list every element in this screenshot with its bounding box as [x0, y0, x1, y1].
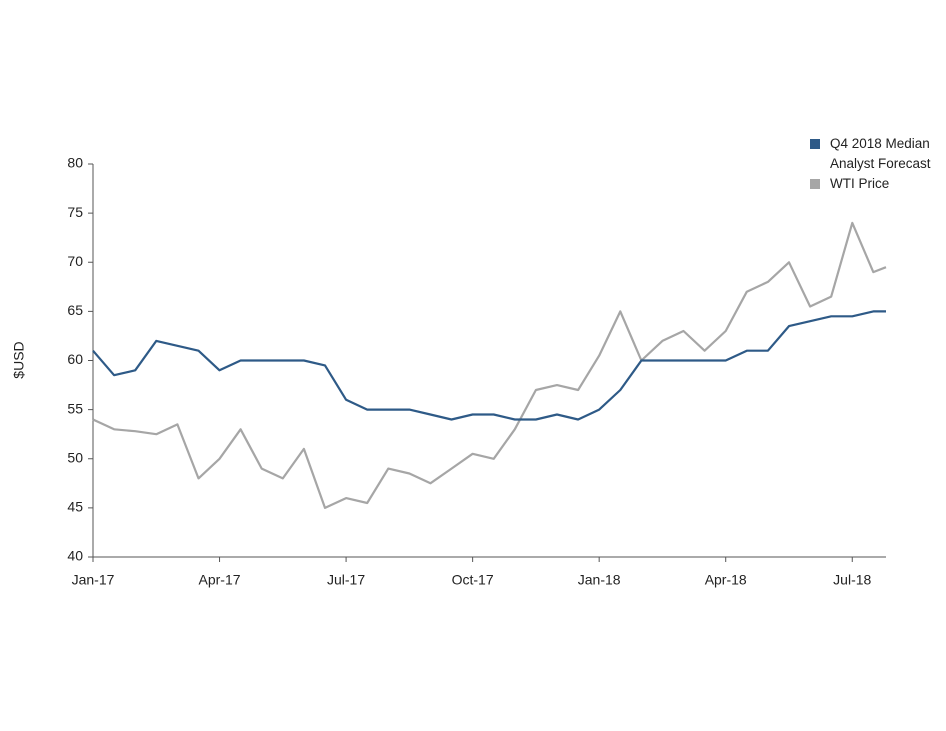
y-tick-label: 45 — [67, 499, 83, 515]
y-tick-label: 55 — [67, 400, 83, 416]
y-tick-label: 50 — [67, 449, 83, 465]
y-tick-label: 80 — [67, 155, 83, 171]
x-tick-label: Jul-18 — [833, 572, 871, 588]
y-tick-label: 75 — [67, 204, 83, 220]
x-tick-label: Apr-18 — [705, 572, 747, 588]
y-tick-label: 70 — [67, 253, 83, 269]
y-tick-label: 65 — [67, 302, 83, 318]
x-tick-label: Apr-17 — [199, 572, 241, 588]
legend-swatch — [810, 179, 820, 189]
legend: Q4 2018 Median Analyst Forecast WTI Price — [810, 134, 940, 194]
y-tick-label: 40 — [67, 548, 83, 564]
y-axis-label: $USD — [11, 341, 27, 378]
y-tick-label: 60 — [67, 351, 83, 367]
legend-item: WTI Price — [810, 174, 940, 194]
x-tick-label: Jan-18 — [578, 572, 621, 588]
series-line — [92, 310, 886, 421]
legend-label: WTI Price — [830, 176, 890, 191]
series-line — [92, 221, 887, 509]
legend-item: Q4 2018 Median Analyst Forecast — [810, 134, 940, 174]
x-tick-label: Oct-17 — [452, 572, 494, 588]
legend-label: Q4 2018 Median Analyst Forecast — [830, 136, 931, 171]
x-tick-label: Jul-17 — [327, 572, 365, 588]
legend-swatch — [810, 139, 820, 149]
x-tick-label: Jan-17 — [72, 572, 115, 588]
